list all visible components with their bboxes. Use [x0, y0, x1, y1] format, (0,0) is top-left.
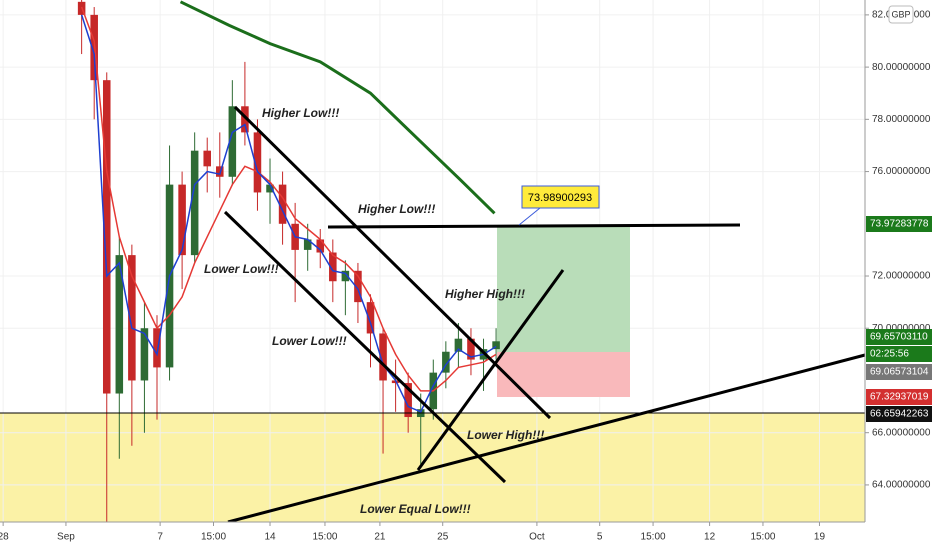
time-axis — [0, 522, 865, 550]
annotation: Higher Low!!! — [262, 106, 339, 120]
price-label: 69.06573104 — [870, 367, 929, 378]
candle-body — [178, 184, 186, 256]
x-tick-label: 15:00 — [641, 532, 666, 543]
x-tick-label: 15:00 — [312, 532, 337, 543]
candle-body — [228, 106, 237, 177]
moving-average — [179, 0, 496, 215]
x-tick-label: 7 — [157, 532, 163, 543]
y-tick-label: 70.00000000 — [872, 323, 931, 334]
price-label: 66.65942263 — [870, 409, 929, 420]
candle-body — [216, 166, 224, 177]
y-tick-label: 66.00000000 — [872, 427, 931, 438]
price-label: 02:25:56 — [870, 349, 909, 360]
price-label-box — [866, 389, 932, 405]
candle-body — [153, 328, 161, 368]
moving-average — [80, 6, 497, 392]
price-label: 67.32937019 — [870, 392, 929, 403]
price-label-box — [866, 406, 932, 422]
x-tick-label: 15:00 — [750, 532, 775, 543]
price-axis — [865, 0, 932, 550]
y-tick-label: 78.00000000 — [872, 114, 931, 125]
stop-zone — [497, 352, 630, 397]
price-label-box — [866, 216, 932, 232]
candle-body — [316, 239, 325, 253]
x-tick-label: 19 — [814, 532, 826, 543]
candle-body — [404, 383, 412, 418]
callout-text: 73.98900293 — [528, 192, 592, 204]
annotation: Lower Low!!! — [204, 262, 279, 276]
channel-upper — [233, 105, 552, 420]
candle-body — [379, 333, 387, 381]
candle-body — [442, 351, 450, 373]
x-tick-label: 28 — [0, 532, 9, 543]
rising-line — [416, 269, 565, 471]
x-tick-label: 21 — [374, 532, 386, 543]
x-tick-label: 5 — [597, 532, 603, 543]
currency[interactable]: GBP — [891, 9, 910, 19]
price-label: 69.65703110 — [870, 332, 928, 343]
candle-body — [341, 270, 350, 282]
candle-body — [241, 106, 249, 133]
x-tick-label: 12 — [704, 532, 716, 543]
annotation: Lower High!!! — [467, 428, 544, 442]
annotation: Higher Low!!! — [358, 202, 435, 216]
channel-lower — [223, 210, 507, 484]
annotation: Lower Low!!! — [272, 334, 347, 348]
resistance-line — [327, 223, 741, 229]
candle-body — [140, 328, 149, 381]
candle-body — [203, 150, 211, 167]
candle-body — [303, 239, 312, 250]
candle-body — [190, 150, 199, 256]
candle-body — [366, 302, 375, 334]
y-tick-label: 76.00000000 — [872, 166, 931, 177]
y-tick-label: 64.00000000 — [872, 480, 931, 491]
x-tick-label: 25 — [437, 532, 449, 543]
candle-body — [329, 252, 337, 282]
candle-body — [253, 132, 262, 193]
moving-average — [80, 14, 497, 413]
annotation: Higher High!!! — [445, 287, 525, 301]
candle-body — [115, 255, 124, 394]
candle-body — [492, 341, 500, 350]
candle-body — [278, 184, 287, 224]
price-label-box — [866, 329, 932, 345]
annotations: Higher Low!!! Higher Low!!! Lower Low!!! Lo… — [204, 106, 544, 516]
y-tick-label: 80.00000000 — [872, 62, 931, 73]
trend-line — [227, 353, 866, 524]
axes: 64.00000000 66.00000000 70.00000000 72.0000… — [0, 10, 932, 543]
candle-body — [454, 338, 463, 352]
y-tick-label: 72.00000000 — [872, 271, 931, 282]
candle-body — [102, 80, 111, 394]
x-tick-label: Oct — [529, 532, 545, 543]
x-tick-label: 15:00 — [201, 532, 226, 543]
callout-pointer — [518, 207, 541, 226]
price-label: 73.97283778 — [870, 219, 929, 230]
candle-body — [128, 255, 136, 381]
annotation: Lower Equal Low!!! — [360, 502, 471, 516]
candle-body — [266, 184, 274, 193]
candle-body — [467, 338, 475, 360]
currency-box[interactable] — [888, 5, 914, 24]
plot — [77, 0, 500, 522]
x-tick-label: Sep — [57, 532, 75, 543]
price-label-box — [866, 364, 932, 380]
x-tick-label: 14 — [264, 532, 276, 543]
candle-body — [354, 270, 362, 303]
price-label-box — [866, 346, 932, 362]
callout-box — [521, 185, 600, 209]
callout: 73.98900293 — [518, 185, 600, 226]
